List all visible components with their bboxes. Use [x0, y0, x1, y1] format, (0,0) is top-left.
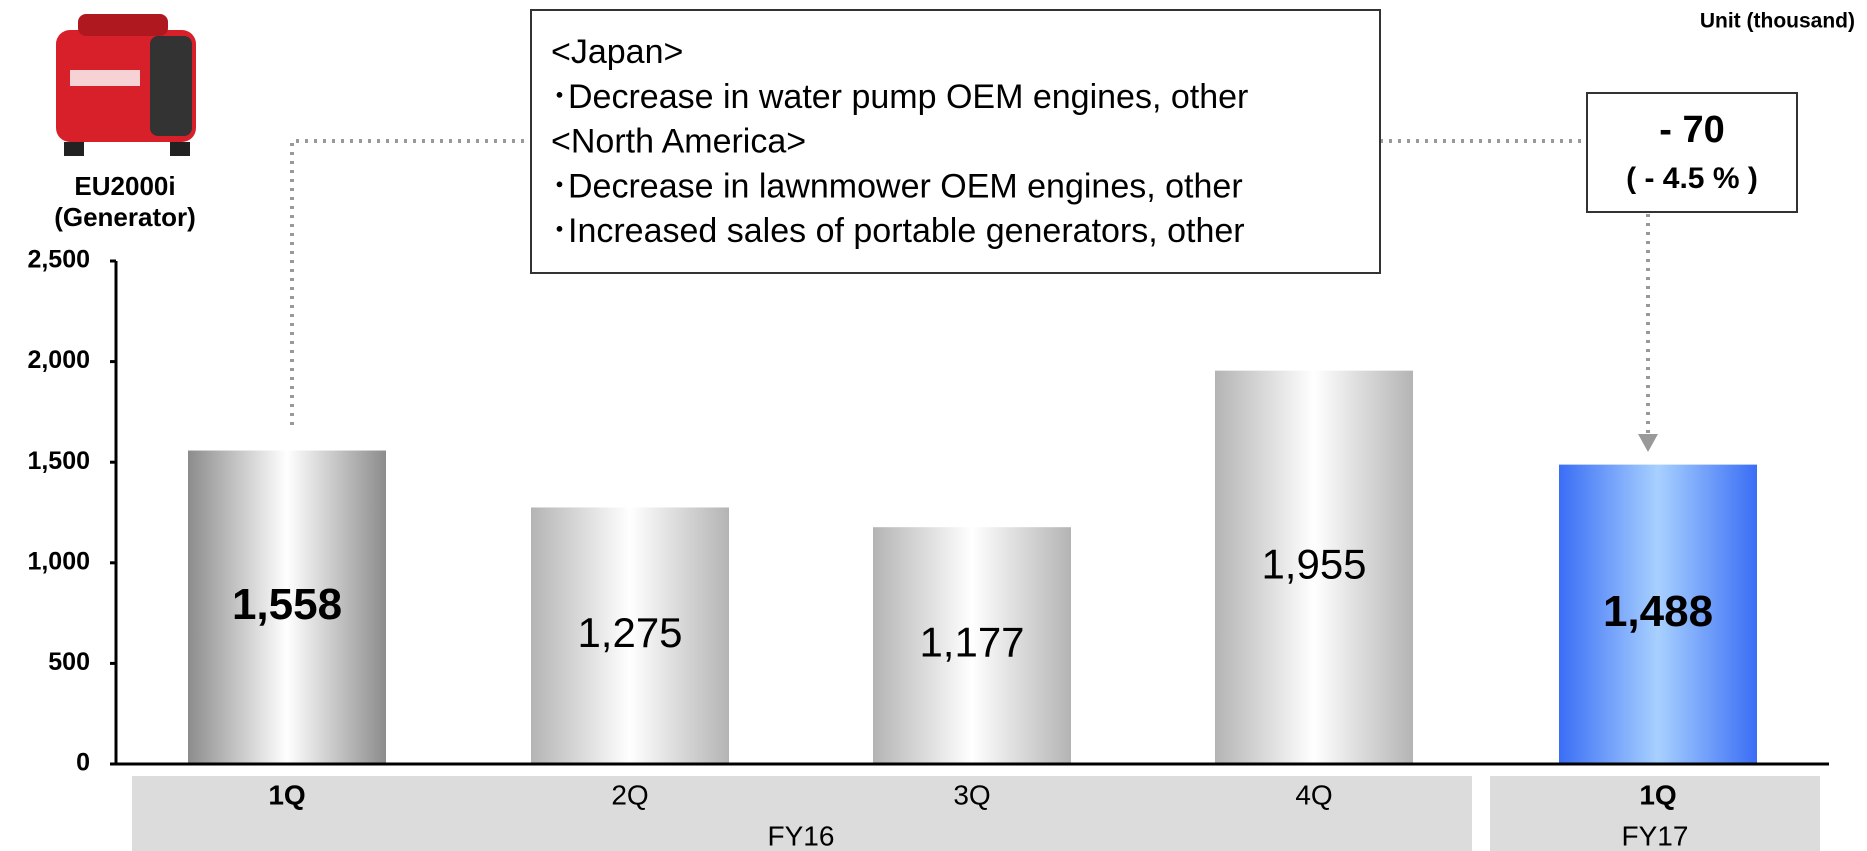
- generator-icon: [56, 14, 196, 156]
- bar: [1215, 370, 1413, 764]
- y-tick-label: 1,000: [27, 547, 90, 575]
- arrow-head: [1638, 434, 1658, 452]
- value-label: 1,177: [919, 619, 1024, 666]
- y-tick-label: 2,000: [27, 346, 90, 374]
- value-label: 1,275: [577, 609, 682, 656]
- group-label: FY16: [768, 820, 835, 851]
- y-tick-label: 2,500: [27, 246, 90, 274]
- y-tick-label: 1,500: [27, 447, 90, 475]
- bar: [1559, 464, 1757, 764]
- unit-label: Unit (thousand): [1700, 10, 1855, 33]
- change-value: - 70: [1659, 109, 1724, 151]
- bar: [531, 507, 729, 764]
- connectors: [290, 139, 1650, 436]
- value-label: 1,558: [232, 580, 342, 629]
- bar: [188, 450, 386, 764]
- group-label: FY17: [1622, 820, 1689, 851]
- note-line: ･Increased sales of portable generators,…: [551, 212, 1245, 250]
- x-tick-label: 4Q: [1295, 779, 1332, 810]
- y-tick-label: 500: [48, 648, 90, 676]
- notes-box: [530, 9, 1381, 274]
- note-line: ･Decrease in water pump OEM engines, oth…: [551, 78, 1248, 116]
- bar: [873, 527, 1071, 764]
- y-tick-label: 0: [76, 749, 90, 777]
- group-band: [1490, 776, 1820, 851]
- x-tick-label: 3Q: [953, 779, 990, 810]
- note-line: <North America>: [551, 123, 806, 161]
- value-label: 1,955: [1261, 540, 1366, 587]
- product-name: EU2000i: [74, 171, 175, 201]
- x-tick-label: 2Q: [611, 779, 648, 810]
- group-band: [132, 776, 1472, 851]
- x-tick-label: 1Q: [268, 779, 305, 810]
- product-type: (Generator): [54, 202, 196, 232]
- x-tick-label: 1Q: [1639, 779, 1676, 810]
- change-box: [1586, 92, 1798, 213]
- change-pct: ( - 4.5 % ): [1626, 162, 1758, 195]
- value-label: 1,488: [1603, 587, 1713, 636]
- note-line: <Japan>: [551, 33, 683, 71]
- note-line: ･Decrease in lawnmower OEM engines, othe…: [551, 167, 1243, 205]
